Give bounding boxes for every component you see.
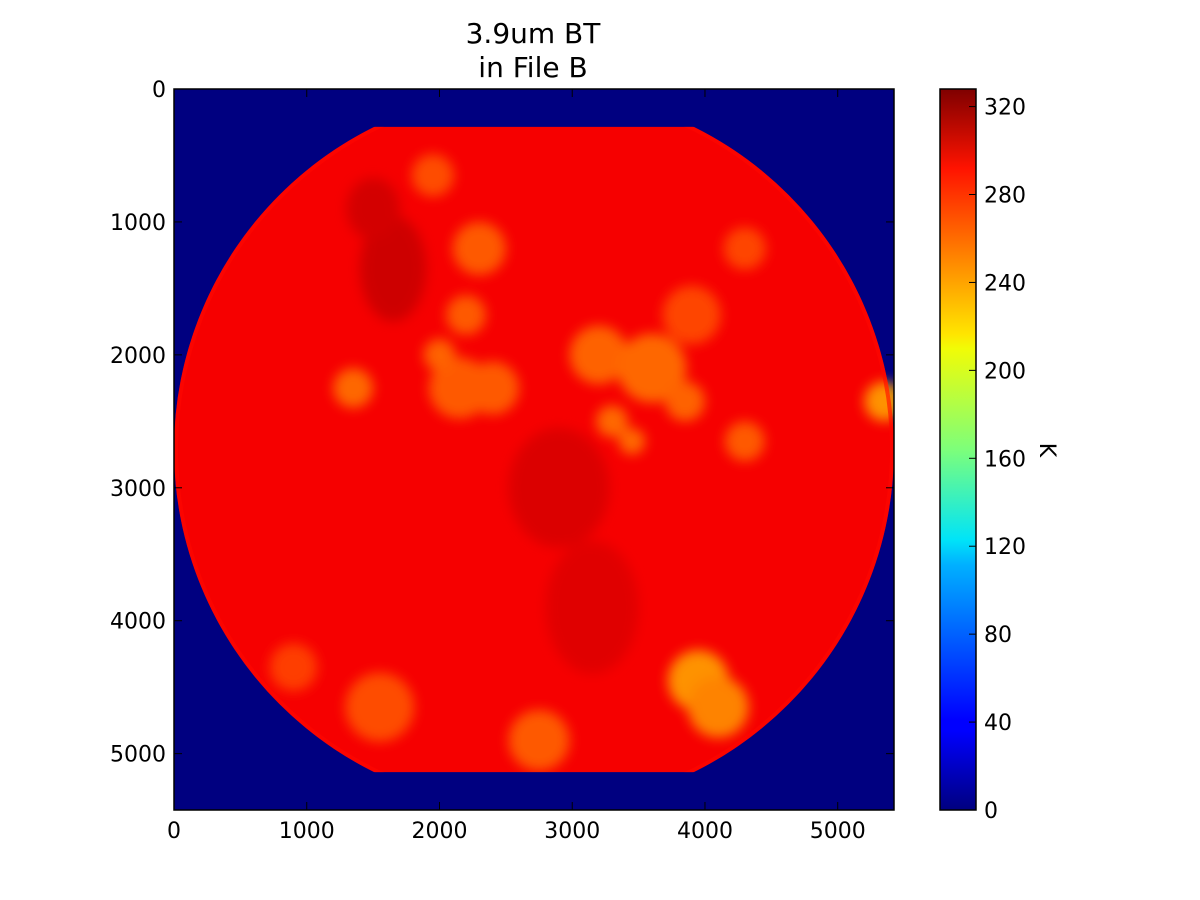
y-tick-label: 3000 (110, 477, 166, 502)
x-tick-label: 5000 (810, 819, 866, 844)
colorbar-axis: 0 40 80 120 160 200 240 280 320 (969, 96, 1026, 824)
cold-cloud-region (618, 427, 646, 455)
cold-cloud-region (596, 405, 628, 438)
chart-title-line-2: in File B (478, 51, 587, 84)
earth-disk (174, 126, 894, 773)
y-tick-label: 2000 (110, 344, 166, 369)
x-tick-label: 1000 (279, 819, 335, 844)
x-tick-label: 0 (167, 819, 181, 844)
cold-cloud-layer (269, 154, 894, 771)
axes-frame (173, 88, 895, 811)
colorbar (939, 88, 977, 811)
cold-cloud-region (446, 295, 486, 335)
colorbar-tick-label: 0 (984, 799, 998, 824)
x-axis: 0 1000 2000 3000 4000 5000 (167, 89, 866, 844)
cold-cloud-region (333, 368, 374, 408)
cold-cloud-region (662, 285, 721, 345)
y-tick-label: 5000 (110, 743, 166, 768)
cold-cloud-region (345, 672, 415, 742)
cold-cloud-region (269, 643, 318, 692)
x-tick-label: 2000 (411, 819, 467, 844)
x-tick-label: 3000 (544, 819, 600, 844)
warm-land-region (346, 178, 400, 240)
colorbar-tick-label: 160 (984, 447, 1026, 472)
image-plot (174, 89, 894, 810)
colorbar-label: K (1034, 443, 1059, 458)
earth-limb (174, 126, 894, 773)
colorbar-tick-label: 200 (984, 359, 1026, 384)
cold-cloud-region (723, 227, 767, 270)
colorbar-tick-label: 240 (984, 271, 1026, 296)
warm-land-region (359, 215, 427, 322)
warm-land-region (545, 540, 639, 674)
warm-land-layer (346, 178, 639, 674)
cold-cloud-region (617, 333, 687, 403)
warm-land-region (508, 427, 610, 548)
y-axis: 0 1000 2000 3000 4000 5000 (110, 78, 894, 768)
cold-cloud-region (452, 221, 506, 276)
chart-title-line-1: 3.9um BT (466, 17, 602, 50)
cold-cloud-region (423, 338, 456, 371)
cold-cloud-region (466, 361, 520, 415)
colorbar-tick-label: 320 (984, 96, 1026, 121)
cold-cloud-region (687, 676, 749, 738)
y-tick-label: 1000 (110, 211, 166, 236)
cold-cloud-region (864, 381, 894, 422)
cold-cloud-region (665, 381, 705, 422)
cold-cloud-region (724, 421, 765, 462)
colorbar-tick-label: 80 (984, 623, 1012, 648)
colorbar-tick-label: 40 (984, 711, 1012, 736)
colorbar-tick-label: 280 (984, 184, 1026, 209)
cold-cloud-region (569, 325, 628, 385)
x-tick-label: 4000 (677, 819, 733, 844)
colorbar-tick-label: 120 (984, 535, 1026, 560)
cold-cloud-region (411, 154, 455, 197)
y-tick-label: 0 (152, 78, 166, 103)
cold-cloud-region (508, 709, 570, 771)
y-tick-label: 4000 (110, 610, 166, 635)
